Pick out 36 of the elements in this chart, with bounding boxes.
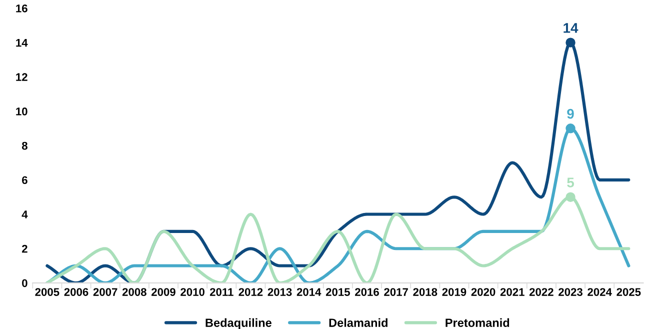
y-tick-label: 14 — [16, 38, 28, 47]
x-tick-label: 2011 — [210, 288, 234, 296]
x-tick-label: 2010 — [180, 288, 204, 296]
x-tick-label: 2024 — [588, 288, 612, 296]
y-tick-label: 2 — [22, 244, 28, 253]
x-tick-label: 2013 — [268, 288, 292, 296]
legend-label: Pretomanid — [446, 318, 510, 327]
x-tick-label: 2009 — [152, 288, 176, 296]
y-tick-label: 0 — [22, 279, 28, 288]
y-tick-label: 4 — [22, 210, 28, 218]
x-tick-label: 2014 — [296, 288, 322, 296]
x-tick-label: 2012 — [238, 288, 263, 296]
y-tick-label: 16 — [16, 4, 28, 12]
x-tick-label: 2015 — [326, 288, 350, 296]
x-tick-label: 2017 — [384, 288, 408, 296]
x-tick-label: 2020 — [471, 288, 496, 296]
x-tick-label: 2006 — [64, 288, 88, 296]
y-tick-label: 8 — [22, 142, 28, 150]
legend-label: Bedaquiline — [206, 318, 272, 329]
x-tick-label: 2007 — [93, 288, 118, 296]
y-tick-label: 6 — [22, 176, 28, 184]
x-tick-label: 2019 — [442, 288, 466, 296]
x-tick-label: 2018 — [413, 288, 438, 296]
x-tick-label: 2022 — [529, 288, 554, 296]
x-tick-label: 2025 — [616, 288, 641, 296]
x-tick-label: 2016 — [355, 288, 379, 296]
data-label: 14 — [564, 23, 578, 33]
data-label: 5 — [567, 178, 574, 188]
y-tick-label: 12 — [16, 73, 28, 81]
x-tick-label: 2021 — [500, 288, 524, 296]
x-tick-label: 2008 — [122, 288, 146, 296]
legend-label: Delamanid — [329, 318, 388, 327]
y-tick-label: 10 — [16, 108, 28, 116]
x-tick-label: 2023 — [558, 288, 582, 296]
x-tick-label: 2005 — [35, 288, 60, 296]
data-label: 9 — [567, 108, 574, 119]
